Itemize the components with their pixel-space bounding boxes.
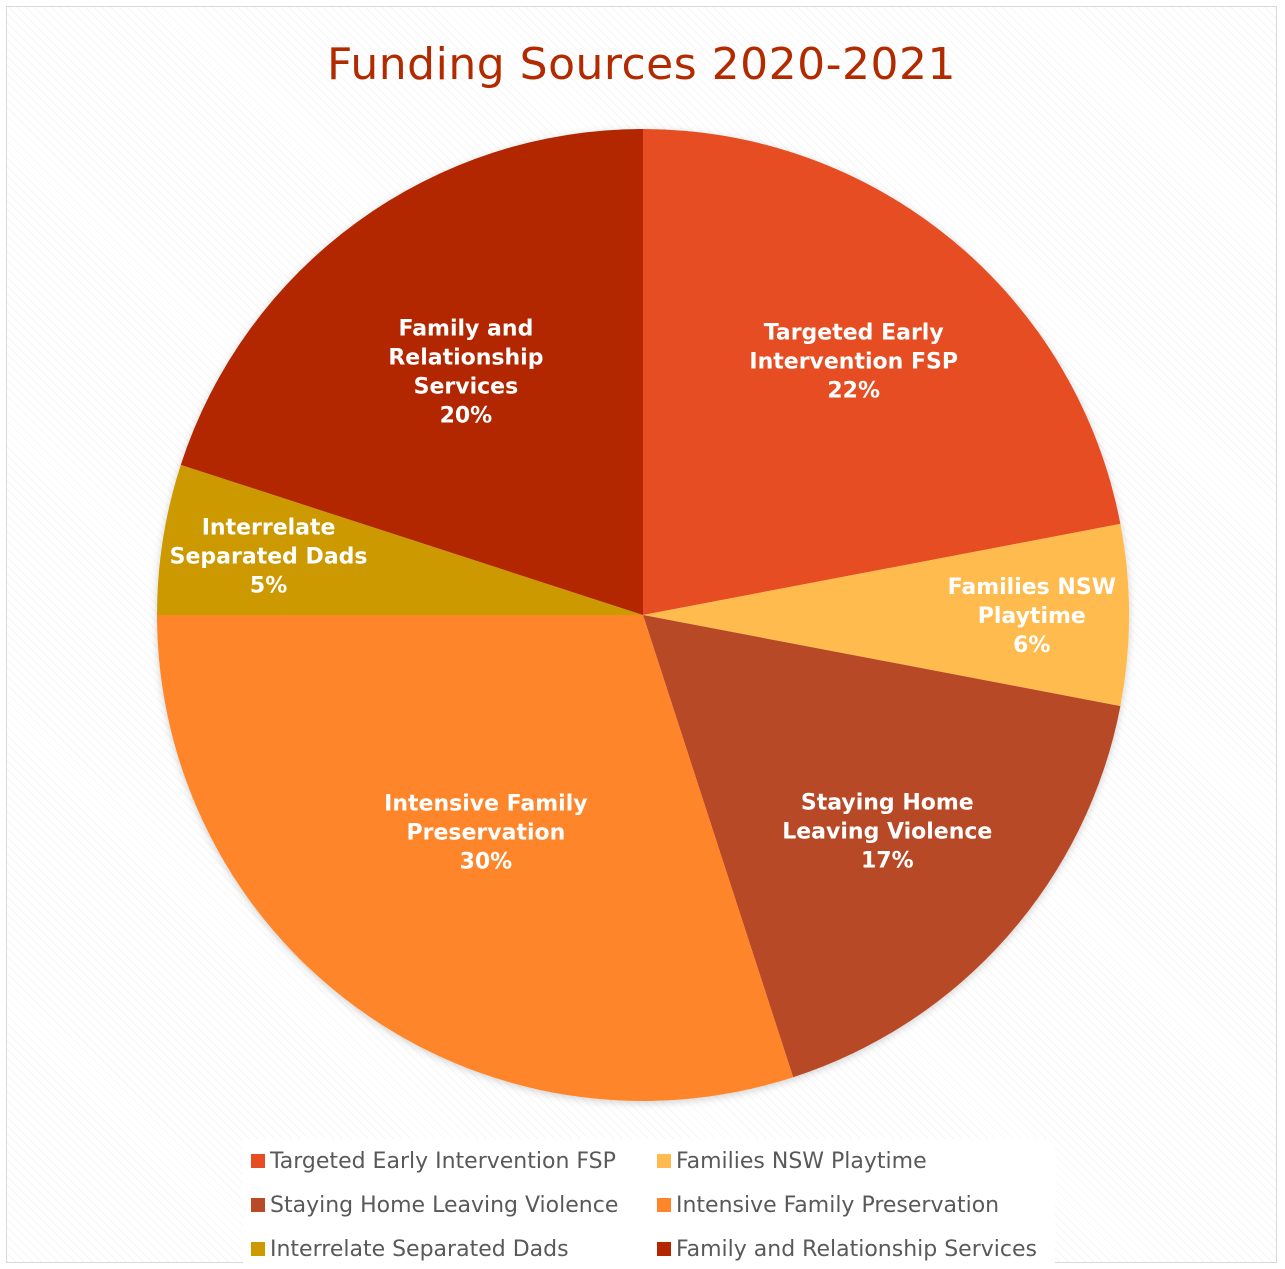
chart-title: Funding Sources 2020-2021 <box>327 39 956 90</box>
pie-slice <box>180 129 644 615</box>
legend-item: Families NSW Playtime <box>657 1146 927 1176</box>
legend-item: Interrelate Separated Dads <box>251 1234 569 1264</box>
pie-slice <box>643 129 1121 615</box>
legend-label: Staying Home Leaving Violence <box>270 1192 619 1218</box>
chart-frame: Funding Sources 2020-2021 Targeted Early… <box>6 6 1277 1269</box>
slice-label: Staying Home Leaving Violence 17% <box>782 790 992 873</box>
legend-swatch <box>657 1242 671 1256</box>
legend-item: Family and Relationship Services <box>657 1234 1037 1264</box>
pie-chart: Targeted Early Intervention FSP 22% Familie… <box>157 129 1129 1101</box>
slice-label: Family and Relationship Services 20% <box>388 317 543 429</box>
slice-label: Families NSW Playtime 6% <box>948 575 1116 658</box>
legend-label: Targeted Early Intervention FSP <box>270 1148 616 1174</box>
slice-label: Interrelate Separated Dads 5% <box>170 516 368 599</box>
legend-label: Families NSW Playtime <box>676 1148 927 1174</box>
legend-label: Intensive Family Preservation <box>676 1192 1000 1218</box>
legend-item: Staying Home Leaving Violence <box>251 1190 618 1220</box>
pie-slice <box>157 464 643 615</box>
legend-item: Targeted Early Intervention FSP <box>251 1146 616 1176</box>
legend-item: Intensive Family Preservation <box>657 1190 999 1220</box>
legend-swatch <box>657 1154 671 1168</box>
legend-swatch <box>251 1154 265 1168</box>
slice-label: Intensive Family Preservation 30% <box>384 791 587 874</box>
legend-swatch <box>251 1198 265 1212</box>
legend-swatch <box>251 1242 265 1256</box>
legend: Targeted Early Intervention FSP Families … <box>243 1139 1055 1269</box>
legend-label: Family and Relationship Services <box>676 1236 1037 1262</box>
legend-swatch <box>657 1198 671 1212</box>
legend-label: Interrelate Separated Dads <box>270 1236 569 1262</box>
slice-label: Targeted Early Intervention FSP 22% <box>749 320 958 403</box>
pie-slice <box>643 523 1129 707</box>
pie-slice <box>643 615 1121 1078</box>
pie-slice <box>157 615 794 1101</box>
